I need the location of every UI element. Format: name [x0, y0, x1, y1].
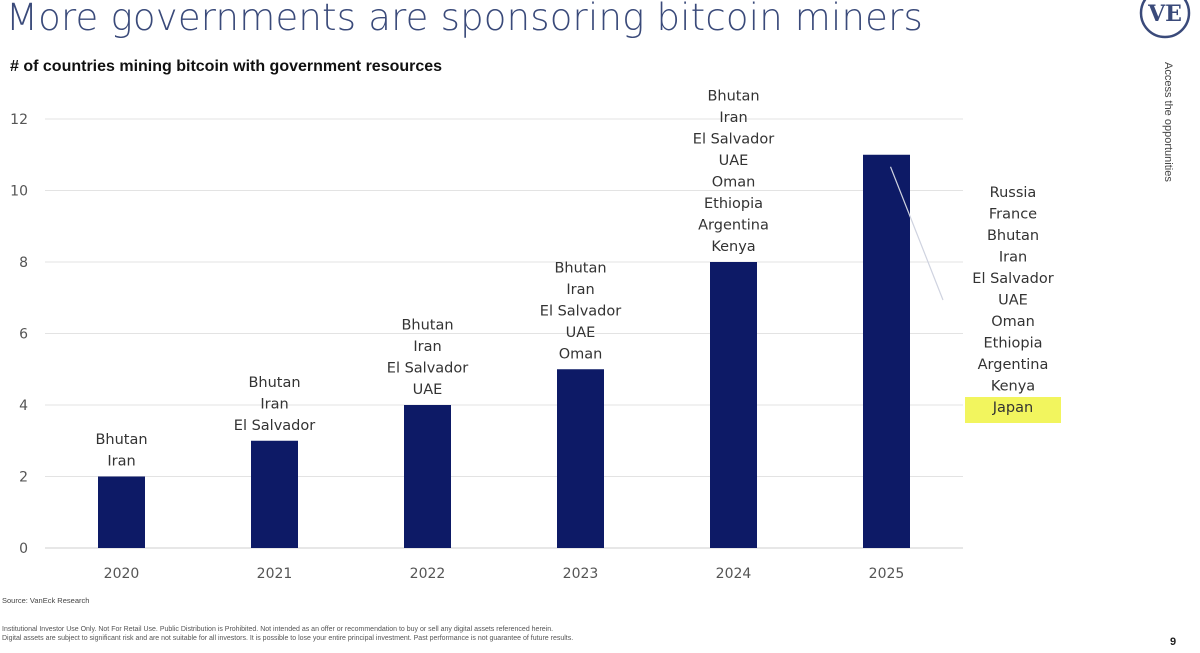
country-label: Bhutan: [707, 89, 759, 105]
country-label: UAE: [998, 293, 1028, 309]
disclaimer-line-2: Digital assets are subject to significan…: [2, 634, 574, 642]
bar: [863, 154, 910, 548]
country-label: Kenya: [711, 239, 755, 255]
x-tick-label: 2025: [869, 566, 905, 582]
country-label: UAE: [566, 325, 596, 341]
page-number: 9: [1170, 636, 1177, 648]
country-label: Ethiopia: [704, 196, 763, 212]
country-label: El Salvador: [540, 303, 621, 319]
bar: [98, 476, 145, 548]
country-label: Oman: [712, 175, 756, 191]
y-tick-label: 0: [19, 541, 28, 557]
y-tick-label: 2: [19, 470, 28, 486]
country-label: Iran: [999, 250, 1027, 266]
tick-labels: 0 2 4 6 8 10 12 2020 2021 2022 2023 2024 2025: [10, 112, 904, 582]
chart-title: # of countries mining bitcoin with gover…: [10, 58, 443, 75]
country-label: Iran: [566, 282, 594, 298]
country-label: Bhutan: [95, 432, 147, 448]
country-label: Iran: [260, 396, 288, 412]
country-label: El Salvador: [234, 418, 315, 434]
x-tick-label: 2024: [716, 566, 752, 582]
disclaimer: Institutional Investor Use Only. Not For…: [2, 626, 573, 643]
country-label: Bhutan: [554, 260, 606, 276]
country-label: El Salvador: [972, 271, 1053, 287]
bar: [557, 369, 604, 548]
country-label: Iran: [413, 339, 441, 355]
country-label: Bhutan: [248, 375, 300, 391]
country-label: UAE: [719, 153, 749, 169]
country-label: Iran: [719, 110, 747, 126]
country-label: Argentina: [698, 218, 769, 234]
country-label: El Salvador: [693, 132, 774, 148]
country-label: Oman: [991, 314, 1035, 330]
country-label: France: [989, 207, 1037, 223]
country-label: Oman: [559, 346, 603, 362]
bar: [710, 262, 757, 548]
country-label: UAE: [413, 382, 443, 398]
logo-ring: [1139, 0, 1191, 39]
country-annotations: Bhutan Iran Bhutan Iran El Salvador Bhutan Ira…: [95, 89, 1061, 470]
x-tick-label: 2022: [410, 566, 446, 582]
country-label: Bhutan: [987, 228, 1039, 244]
country-label: El Salvador: [387, 361, 468, 377]
country-label: Bhutan: [401, 318, 453, 334]
source-note: Source: VanEck Research: [2, 596, 90, 605]
logo-text: VE: [1147, 1, 1182, 27]
bar: [404, 405, 451, 548]
slide-title: More governments are sponsoring bitcoin …: [6, 0, 924, 39]
y-tick-label: 8: [19, 255, 28, 271]
country-label: Iran: [107, 454, 135, 470]
country-label: Japan: [992, 400, 1033, 416]
x-tick-label: 2021: [257, 566, 293, 582]
y-tick-label: 6: [19, 327, 28, 343]
country-label: Kenya: [991, 379, 1035, 395]
side-tagline: Access the opportunities: [1162, 62, 1174, 182]
y-tick-label: 10: [10, 184, 28, 200]
gridlines: [45, 118, 963, 549]
country-label: Ethiopia: [983, 336, 1042, 352]
highlight-box: [965, 397, 1061, 423]
bar: [251, 440, 298, 548]
y-tick-label: 12: [10, 112, 28, 128]
callout-leader-line: [889, 166, 944, 301]
x-tick-label: 2020: [104, 566, 140, 582]
disclaimer-line-1: Institutional Investor Use Only. Not For…: [2, 626, 554, 633]
bars: [98, 154, 910, 548]
y-tick-label: 4: [19, 398, 28, 414]
x-tick-label: 2023: [563, 566, 599, 582]
country-label: Argentina: [978, 357, 1049, 373]
vaneck-logo: VE: [1139, 0, 1191, 39]
country-label: Russia: [990, 185, 1037, 201]
